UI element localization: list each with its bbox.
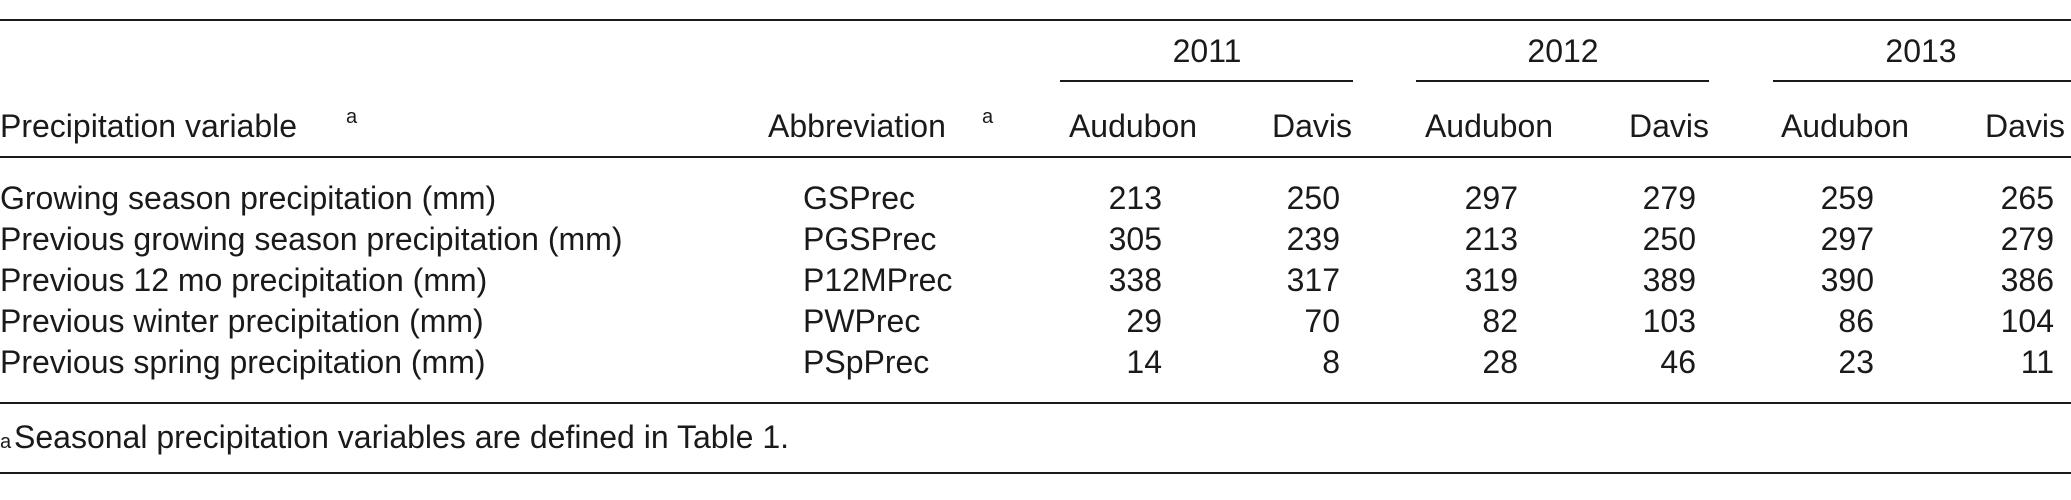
value-cell: 70 (1304, 303, 1340, 339)
variable-cell: Previous growing season precipitation (m… (0, 221, 622, 257)
value-cell: 279 (2001, 221, 2054, 257)
year-header: 2011 (1173, 33, 1242, 69)
variable-cell: Previous 12 mo precipitation (mm) (0, 262, 487, 298)
value-cell: 297 (1821, 221, 1874, 257)
column-header: Abbreviation (768, 108, 946, 144)
value-cell: 319 (1465, 262, 1518, 298)
variable-cell: Growing season precipitation (mm) (0, 180, 496, 216)
site-header: Audubon (1425, 108, 1553, 144)
value-cell: 14 (1126, 344, 1162, 380)
value-cell: 11 (2021, 344, 2054, 380)
abbreviation-cell: PGSPrec (803, 221, 936, 257)
value-cell: 265 (2001, 180, 2054, 216)
value-cell: 279 (1643, 180, 1696, 216)
abbreviation-cell: PSpPrec (803, 344, 929, 380)
value-cell: 305 (1109, 221, 1162, 257)
value-cell: 317 (1287, 262, 1340, 298)
value-cell: 386 (2001, 262, 2054, 298)
value-cell: 29 (1126, 303, 1162, 339)
value-cell: 213 (1465, 221, 1518, 257)
value-cell: 28 (1482, 344, 1518, 380)
year-header: 2013 (1885, 33, 1956, 69)
footnote-marker: a (0, 431, 12, 453)
value-cell: 250 (1287, 180, 1340, 216)
value-cell: 297 (1465, 180, 1518, 216)
value-cell: 239 (1287, 221, 1340, 257)
column-header: Precipitation variable (0, 108, 297, 144)
footnote: Seasonal precipitation variables are def… (14, 419, 789, 455)
variable-cell: Previous spring precipitation (mm) (0, 344, 486, 380)
value-cell: 103 (1643, 303, 1696, 339)
value-cell: 390 (1821, 262, 1874, 298)
abbreviation-cell: PWPrec (803, 303, 920, 339)
footnote-marker: a (982, 106, 994, 128)
variable-cell: Previous winter precipitation (mm) (0, 303, 484, 339)
value-cell: 259 (1821, 180, 1874, 216)
value-cell: 389 (1643, 262, 1696, 298)
value-cell: 8 (1322, 344, 1340, 380)
site-header: Audubon (1069, 108, 1197, 144)
value-cell: 213 (1109, 180, 1162, 216)
footnote-marker: a (346, 106, 358, 128)
value-cell: 338 (1109, 262, 1162, 298)
site-header: Davis (1629, 108, 1709, 144)
value-cell: 250 (1643, 221, 1696, 257)
value-cell: 23 (1838, 344, 1874, 380)
value-cell: 82 (1482, 303, 1518, 339)
site-header: Davis (1985, 108, 2065, 144)
site-header: Davis (1272, 108, 1352, 144)
abbreviation-cell: GSPrec (803, 180, 915, 216)
site-header: Audubon (1781, 108, 1909, 144)
year-header: 2012 (1527, 33, 1598, 69)
value-cell: 86 (1838, 303, 1874, 339)
value-cell: 104 (2001, 303, 2054, 339)
value-cell: 46 (1660, 344, 1696, 380)
abbreviation-cell: P12MPrec (803, 262, 952, 298)
